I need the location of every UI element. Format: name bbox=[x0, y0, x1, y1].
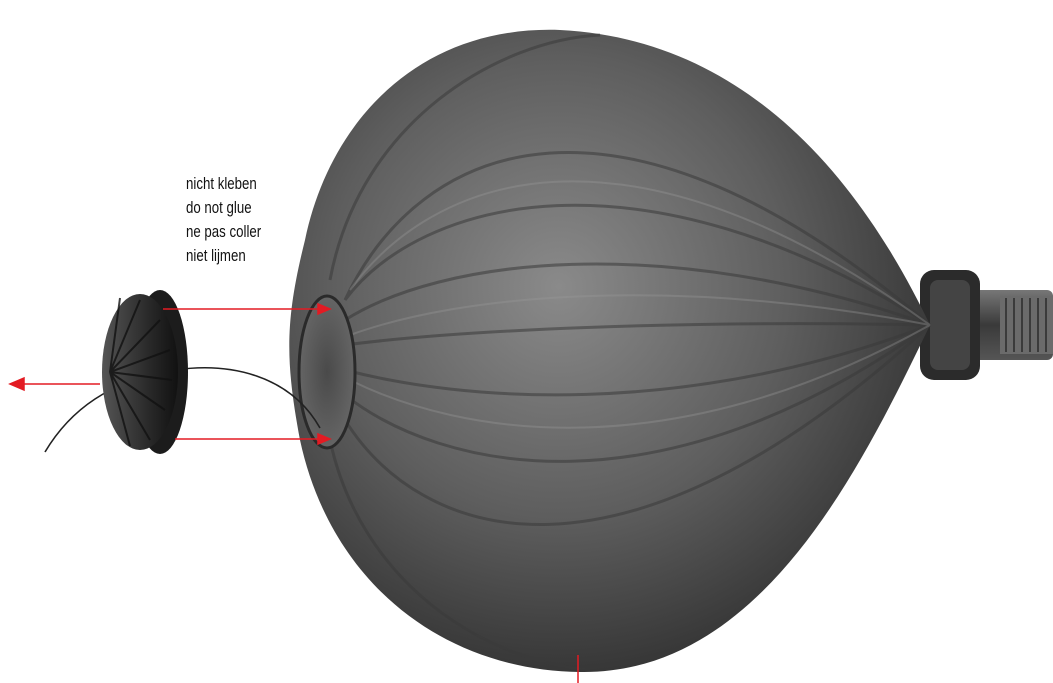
note-german: nicht kleben bbox=[186, 174, 257, 193]
arrow-bottom bbox=[175, 432, 332, 446]
arrow-left bbox=[8, 376, 100, 392]
arrow-top bbox=[163, 302, 332, 316]
warning-notes: nicht kleben do not glue ne pas coller n… bbox=[186, 172, 336, 268]
note-french: ne pas coller bbox=[186, 222, 262, 241]
note-english: do not glue bbox=[186, 198, 252, 217]
connector-fitting bbox=[920, 270, 1053, 380]
balloon-mould bbox=[289, 29, 932, 673]
note-dutch: niet lijmen bbox=[186, 246, 246, 265]
end-cap bbox=[102, 290, 188, 454]
